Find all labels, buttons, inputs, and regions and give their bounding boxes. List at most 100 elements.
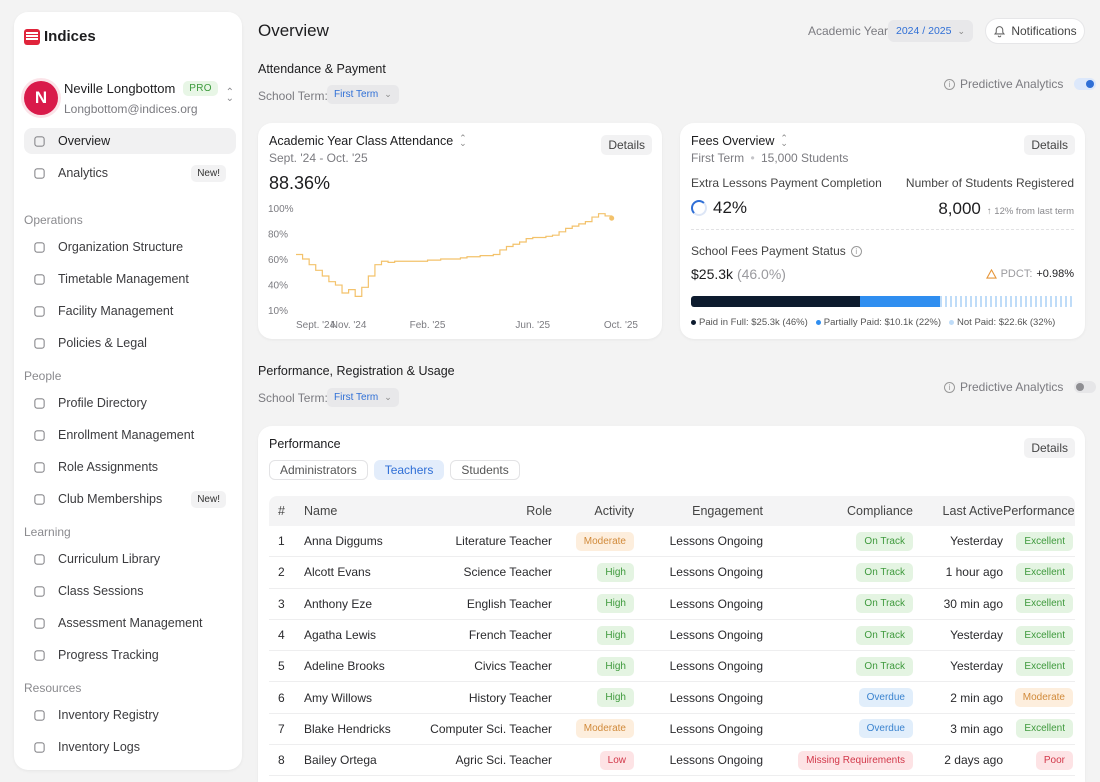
sidebar-item-timetable-management[interactable]: Timetable Management [24, 266, 236, 292]
compliance-badge: On Track [856, 562, 913, 582]
teacher-name: Bailey Ortega [304, 753, 377, 768]
teacher-role: English Teacher [466, 596, 552, 611]
row-number: 8 [278, 753, 285, 768]
fees-card-title[interactable]: Fees Overview ⌃ ⌄ [691, 134, 788, 149]
table-row[interactable]: 6 Amy Willows History Teacher High Lessons O… [269, 682, 1075, 714]
attendance-details-button[interactable]: Details [601, 135, 652, 155]
column-header[interactable]: Compliance [846, 504, 913, 518]
teacher-role: French Teacher [468, 628, 552, 643]
home-icon [32, 134, 46, 148]
sidebar-item-enrollment-management[interactable]: Enrollment Management [24, 422, 236, 448]
sidebar-item-analytics[interactable]: Analytics New! [24, 160, 236, 186]
performance-cell: Poor [1003, 750, 1073, 770]
sidebar-item-role-assignments[interactable]: Role Assignments [24, 454, 236, 480]
performance-badge: Excellent [1016, 594, 1073, 614]
engagement: Lessons Ongoing [669, 690, 763, 705]
tab-teachers[interactable]: Teachers [373, 460, 445, 480]
boxes-icon [32, 740, 46, 754]
table-row[interactable]: 1 Anna Diggums Literature Teacher Moderate L… [269, 526, 1075, 558]
sidebar-item-inventory-logs[interactable]: Inventory Logs [24, 734, 236, 760]
teacher-name: Agatha Lewis [304, 628, 377, 643]
column-header[interactable]: Activity [594, 504, 634, 518]
tab-administrators[interactable]: Administrators [269, 460, 368, 480]
sidebar-item-policies-legal[interactable]: Policies & Legal [24, 330, 236, 356]
academic-year-label: Academic Year: [808, 24, 892, 38]
sidebar-item-label: Role Assignments [58, 460, 159, 474]
teacher-role: Agric Sci. Teacher [455, 753, 553, 768]
new-badge: New! [191, 490, 226, 508]
teacher-name: Anna Diggums [304, 534, 383, 549]
compliance-cell: Overdue [763, 719, 913, 739]
academic-year-select[interactable]: 2024 / 2025 ⌄ [888, 20, 974, 42]
fees-bar-segment[interactable] [691, 296, 860, 307]
brand[interactable]: Indices [24, 28, 96, 45]
column-header[interactable]: Performance [1003, 504, 1075, 518]
column-header[interactable]: Role [526, 504, 552, 518]
last-active: Yesterday [950, 534, 1003, 549]
term-select[interactable]: First Term ⌄ [327, 85, 399, 104]
fees-legend-label: Not Paid: $22.6k (32%) [957, 317, 1056, 328]
compliance-badge: On Track [856, 625, 913, 645]
sidebar-item-label: Facility Management [58, 304, 174, 318]
sidebar-item-assessment-management[interactable]: Assessment Management [24, 610, 236, 636]
table-row[interactable]: 3 Anthony Eze English Teacher High Lessons O… [269, 589, 1075, 620]
teacher-role: Computer Sci. Teacher [430, 721, 552, 736]
sidebar-item-label: Progress Tracking [58, 648, 159, 662]
clipboard-icon [32, 616, 46, 630]
predictive-analytics-label: Predictive Analytics [960, 380, 1064, 394]
sidebar-item-organization-structure[interactable]: Organization Structure [24, 234, 236, 260]
attendance-card-title[interactable]: Academic Year Class Attendance ⌃ ⌄ [269, 134, 467, 149]
column-header[interactable]: # [278, 504, 285, 518]
column-header[interactable]: Engagement [692, 504, 763, 518]
table-row[interactable]: 8 Bailey Ortega Agric Sci. Teacher Low Lesso… [269, 745, 1075, 777]
sidebar-item-inventory-registry[interactable]: Inventory Registry [24, 702, 236, 728]
sidebar-item-club-memberships[interactable]: Club Memberships New! [24, 486, 236, 512]
fees-details-button[interactable]: Details [1024, 135, 1075, 155]
row-number: 7 [278, 721, 285, 736]
warning-icon [985, 269, 997, 279]
teacher-role: Literature Teacher [455, 534, 552, 549]
column-header[interactable]: Name [304, 504, 338, 518]
profile-switcher[interactable]: N Neville Longbottom PRO Longbottom@indi… [24, 68, 236, 128]
sidebar-item-label: Inventory Registry [58, 708, 159, 722]
table-body: 1 Anna Diggums Literature Teacher Moderate L… [269, 526, 1075, 777]
sidebar-item-label: Assessment Management [58, 616, 203, 630]
avatar: N [24, 81, 58, 115]
sidebar-item-profile-directory[interactable]: Profile Directory [24, 390, 236, 416]
term-value: First Term [334, 89, 379, 100]
table-row[interactable]: 7 Blake Hendricks Computer Sci. Teacher Mod… [269, 714, 1075, 746]
sidebar-item-facility-management[interactable]: Facility Management [24, 298, 236, 324]
column-header[interactable]: Last Active [942, 504, 1003, 518]
info-icon[interactable]: i [850, 245, 862, 257]
info-icon: i [944, 78, 955, 90]
sidebar-item-label: Enrollment Management [58, 428, 195, 442]
chevron-up-down-icon[interactable]: ⌃ ⌄ [225, 87, 234, 104]
attendance-title-label: Academic Year Class Attendance [269, 134, 454, 148]
sidebar-item-curriculum-library[interactable]: Curriculum Library [24, 546, 236, 572]
activity-cell: High [552, 562, 634, 582]
term-select[interactable]: First Term ⌄ [327, 388, 399, 407]
activity-badge: Low [599, 750, 634, 770]
engagement: Lessons Ongoing [669, 534, 763, 549]
attendance-last-point[interactable] [609, 215, 615, 221]
table-row[interactable]: 5 Adeline Brooks Civics Teacher High Lessons… [269, 651, 1075, 683]
sidebar-item-class-sessions[interactable]: Class Sessions [24, 578, 236, 604]
predictive-analytics-toggle[interactable] [1074, 381, 1097, 393]
predictive-analytics: i Predictive Analytics [944, 77, 1097, 91]
sidebar-item-overview[interactable]: Overview [24, 128, 236, 154]
table-row[interactable]: 4 Agatha Lewis French Teacher High Lessons O… [269, 620, 1075, 652]
performance-details-button[interactable]: Details [1024, 438, 1075, 458]
teacher-role: History Teacher [468, 690, 552, 705]
sidebar-section-title: Operations [24, 213, 83, 227]
table-row[interactable]: 2 Alcott Evans Science Teacher High Lessons … [269, 557, 1075, 589]
tab-students[interactable]: Students [450, 460, 520, 480]
notifications-button[interactable]: Notifications [985, 18, 1085, 44]
compliance-cell: On Track [763, 531, 913, 551]
folder-icon [32, 552, 46, 566]
x-tick-label: Feb. '25 [410, 320, 446, 331]
fees-bar-segment[interactable] [939, 296, 1074, 307]
predictive-analytics-toggle[interactable] [1074, 78, 1097, 90]
fees-bar-segment[interactable] [859, 296, 940, 307]
sidebar-item-progress-tracking[interactable]: Progress Tracking [24, 642, 236, 668]
